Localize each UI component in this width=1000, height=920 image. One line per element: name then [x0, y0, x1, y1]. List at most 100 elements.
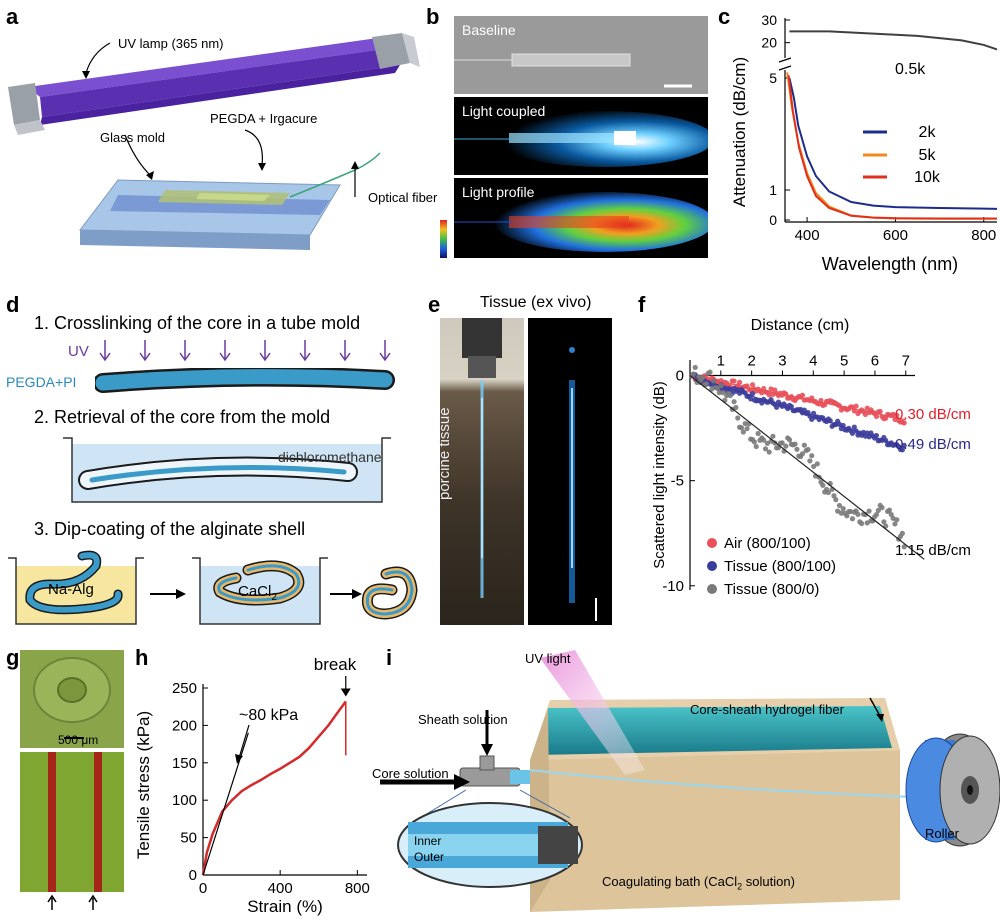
dip-coating-steps [8, 550, 418, 625]
data-point-2 [700, 375, 706, 381]
data-point-2 [901, 544, 907, 550]
data-point-2 [805, 446, 811, 453]
data-point-2 [766, 449, 772, 455]
data-point-2 [740, 429, 746, 435]
legend-label-2: Tissue (800/0) [724, 581, 819, 598]
x-tick-label: 600 [883, 227, 908, 244]
data-point-2 [820, 482, 826, 488]
data-point-0 [799, 392, 806, 398]
x-tick-label: 400 [268, 880, 293, 897]
panel-label-c: c [718, 4, 731, 29]
y-axis-label: Attenuation (dB/cm) [730, 57, 749, 207]
legend-marker-1 [707, 561, 717, 571]
data-point-2 [720, 389, 726, 396]
data-point-1 [788, 403, 795, 410]
modulus-arrowhead [235, 754, 243, 764]
inner-label: Inner [414, 834, 442, 848]
data-point-2 [881, 519, 887, 525]
y-tick-label: 5 [769, 70, 777, 86]
tissue-ex-vivo-title: Tissue (ex vivo) [480, 294, 592, 311]
fiber-longitudinal-image [20, 752, 124, 892]
data-point-2 [779, 440, 785, 446]
light-profile-image [454, 178, 714, 258]
panel-label-h: h [135, 645, 149, 670]
light-profile-label: Light profile [462, 184, 535, 200]
fit-label-tissue-0: 1.15 dB/cm [895, 542, 971, 559]
legend-marker-2 [707, 584, 717, 594]
x-axis-label: Distance (cm) [751, 317, 850, 334]
data-point-2 [792, 441, 798, 447]
data-point-2 [762, 446, 769, 452]
x-tick-label: 2 [747, 353, 755, 370]
axis-break-mark [778, 65, 792, 71]
legend-5k: 5k [919, 147, 937, 164]
series-line-10k [787, 75, 997, 220]
data-point-0 [737, 379, 743, 385]
data-point-2 [786, 437, 793, 443]
tissue-photo-fluorescence [528, 318, 612, 625]
data-point-2 [894, 517, 900, 523]
light-coupled-label: Light coupled [462, 103, 546, 119]
data-point-0 [873, 413, 880, 420]
y-axis-label: Scattered light intensity (dB) [651, 381, 668, 569]
data-point-2 [810, 463, 817, 470]
step1-text: 1. Crosslinking of the core in a tube mo… [34, 313, 361, 333]
data-point-2 [733, 404, 739, 411]
x-tick-label: 800 [971, 227, 996, 244]
y-tick-label: -10 [662, 578, 684, 595]
modulus-line [202, 732, 249, 876]
data-point-2 [753, 443, 759, 450]
x-tick-label: 5 [840, 353, 848, 370]
core-solution-label: Core solution [372, 766, 449, 781]
legend-2k: 2k [919, 124, 937, 141]
baseline-label: Baseline [462, 22, 516, 38]
data-point-2 [859, 520, 865, 527]
data-point-0 [877, 408, 883, 415]
y-tick-label: 30 [761, 12, 777, 28]
x-tick-label: 400 [795, 227, 820, 244]
panel-label-d: d [6, 292, 20, 317]
cacl-label: CaCl2 [238, 583, 277, 603]
spinning-setup-illustration [380, 650, 1000, 912]
y-tick-label: 50 [180, 830, 197, 847]
data-point-0 [853, 403, 859, 409]
sheath-solution-label: Sheath solution [418, 712, 508, 727]
fit-line-0 [689, 374, 906, 421]
data-point-2 [801, 442, 807, 448]
data-point-2 [703, 381, 709, 387]
data-point-2 [761, 437, 767, 443]
data-point-1 [749, 391, 756, 397]
uv-arrows [99, 340, 391, 362]
data-point-2 [825, 489, 831, 496]
series-line-5k [786, 72, 997, 220]
data-point-2 [875, 507, 881, 513]
y-tick-label: 150 [172, 755, 197, 772]
y-tick-label: 0 [769, 212, 777, 228]
fit-label-tissue-100: 0.49 dB/cm [895, 436, 971, 453]
uv-lamp-label: UV lamp (365 nm) [118, 36, 224, 51]
data-point-2 [844, 513, 850, 519]
data-point-2 [755, 430, 761, 437]
x-tick-label: 1 [717, 353, 725, 370]
data-point-2 [899, 530, 905, 536]
data-point-2 [879, 505, 885, 511]
na-alg-label: Na-Alg [48, 581, 94, 598]
data-point-2 [735, 415, 741, 421]
series-line-2k [788, 77, 998, 210]
x-tick-label: 6 [871, 353, 879, 370]
tube-mold [95, 368, 395, 393]
porcine-tissue-label: porcine tissue [436, 407, 453, 500]
data-point-2 [738, 425, 745, 431]
data-point-2 [892, 521, 898, 527]
data-point-2 [866, 508, 872, 514]
data-point-1 [851, 424, 857, 430]
y-tick-label: 0 [189, 867, 197, 884]
x-axis-label: Wavelength (nm) [822, 254, 958, 274]
colormap-bar [440, 220, 447, 258]
data-point-1 [849, 430, 856, 436]
x-tick-label: 3 [778, 353, 786, 370]
data-point-0 [901, 420, 907, 426]
data-point-2 [799, 451, 806, 457]
roller-label: Roller [925, 826, 959, 841]
modulus-annotation: ~80 kPa [239, 707, 298, 724]
